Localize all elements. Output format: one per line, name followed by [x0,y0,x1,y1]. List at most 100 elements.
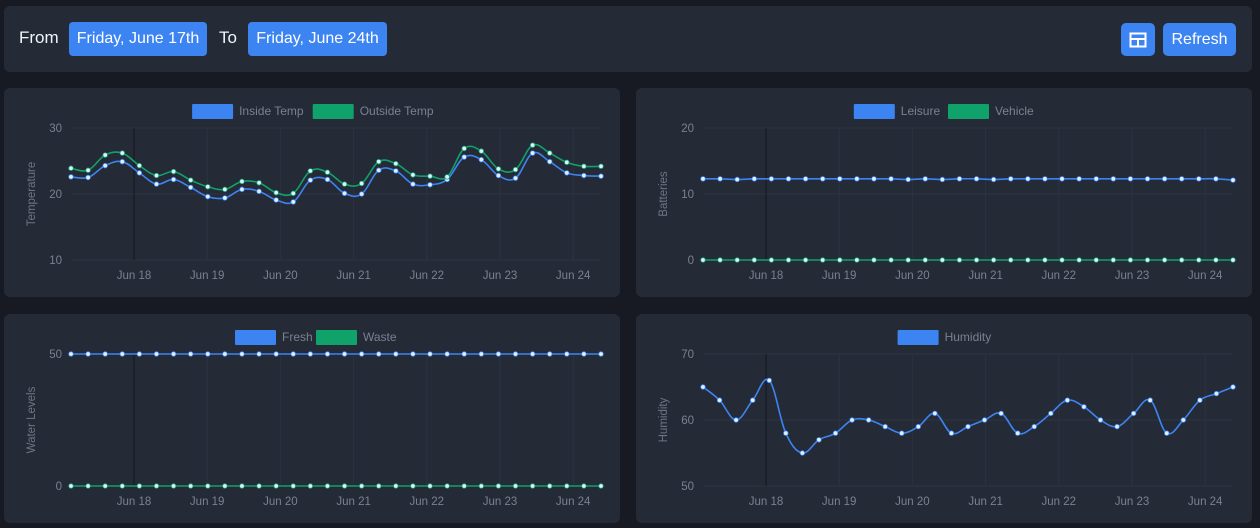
data-point[interactable] [187,483,194,489]
data-point[interactable] [581,163,587,169]
data-point[interactable] [205,351,211,357]
data-point[interactable] [922,176,928,182]
data-point[interactable] [85,167,91,173]
data-point[interactable] [1147,397,1153,403]
data-point[interactable] [990,257,997,263]
data-point[interactable] [324,351,331,357]
data-point[interactable] [324,483,331,489]
data-point[interactable] [170,483,177,489]
data-point[interactable] [768,257,775,263]
data-point[interactable] [102,152,108,158]
data-point[interactable] [290,190,296,197]
data-point[interactable] [410,351,416,357]
data-point[interactable] [1097,417,1104,423]
data-point[interactable] [324,169,331,175]
data-point[interactable] [170,351,177,357]
data-point[interactable] [376,167,382,173]
data-point[interactable] [1127,176,1134,182]
data-point[interactable] [1042,257,1048,263]
data-point[interactable] [222,195,228,201]
data-point[interactable] [256,351,262,357]
data-point[interactable] [1014,430,1021,436]
data-point[interactable] [734,176,740,183]
data-point[interactable] [1008,176,1014,182]
data-point[interactable] [153,181,160,187]
data-point[interactable] [136,162,143,169]
data-point[interactable] [273,197,279,203]
data-point[interactable] [393,351,399,357]
data-point[interactable] [136,170,143,176]
data-point[interactable] [461,351,467,357]
data-point[interactable] [85,483,91,489]
data-point[interactable] [1130,410,1137,417]
data-point[interactable] [358,191,365,197]
data-point[interactable] [816,437,822,443]
data-point[interactable] [1008,257,1014,263]
data-point[interactable] [529,150,536,156]
data-point[interactable] [1179,176,1185,182]
data-point[interactable] [1164,430,1170,436]
data-point[interactable] [444,483,450,489]
data-point[interactable] [1042,176,1048,182]
data-point[interactable] [888,257,894,263]
data-point[interactable] [393,160,399,167]
legend-label[interactable]: Humidity [945,330,992,344]
data-point[interactable] [1064,397,1071,403]
data-point[interactable] [187,351,194,357]
data-point[interactable] [598,163,604,169]
data-point[interactable] [751,257,757,263]
data-point[interactable] [785,257,792,263]
data-point[interactable] [1230,384,1236,390]
legend-swatch[interactable] [312,104,354,119]
data-point[interactable] [1025,176,1031,182]
data-point[interactable] [956,176,963,182]
data-point[interactable] [871,257,877,263]
data-point[interactable] [598,173,604,179]
data-point[interactable] [1144,176,1151,182]
data-point[interactable] [598,483,604,489]
data-point[interactable] [932,410,938,417]
data-point[interactable] [547,158,553,165]
data-point[interactable] [341,190,348,197]
data-point[interactable] [1196,176,1202,182]
data-point[interactable] [136,351,143,357]
data-point[interactable] [802,176,809,182]
data-point[interactable] [1025,257,1031,263]
data-point[interactable] [1197,397,1203,403]
data-point[interactable] [256,483,262,489]
refresh-button[interactable]: Refresh [1163,23,1236,56]
data-point[interactable] [948,430,955,436]
data-point[interactable] [410,483,416,489]
data-point[interactable] [785,176,792,182]
data-point[interactable] [495,166,502,172]
data-point[interactable] [290,351,296,357]
data-point[interactable] [222,351,228,357]
data-point[interactable] [854,176,860,182]
data-point[interactable] [819,257,826,263]
data-point[interactable] [461,483,467,489]
data-point[interactable] [1213,257,1219,263]
data-point[interactable] [102,483,108,489]
data-point[interactable] [324,176,331,183]
data-point[interactable] [68,351,74,357]
from-date-picker[interactable]: Friday, June 17th [69,22,207,56]
data-point[interactable] [529,142,536,148]
legend-label[interactable]: Vehicle [995,104,1034,118]
data-point[interactable] [444,174,450,180]
data-point[interactable] [461,154,467,160]
data-point[interactable] [837,257,843,263]
data-point[interactable] [273,483,279,489]
data-point[interactable] [1180,417,1187,423]
data-point[interactable] [973,257,980,263]
data-point[interactable] [849,417,855,423]
data-point[interactable] [965,423,971,430]
legend-swatch[interactable] [853,104,895,119]
data-point[interactable] [1059,257,1065,263]
data-point[interactable] [733,417,739,423]
data-point[interactable] [290,199,296,205]
data-point[interactable] [700,176,706,182]
data-point[interactable] [564,483,570,489]
data-point[interactable] [85,174,91,181]
data-point[interactable] [170,176,177,183]
data-point[interactable] [119,483,125,489]
